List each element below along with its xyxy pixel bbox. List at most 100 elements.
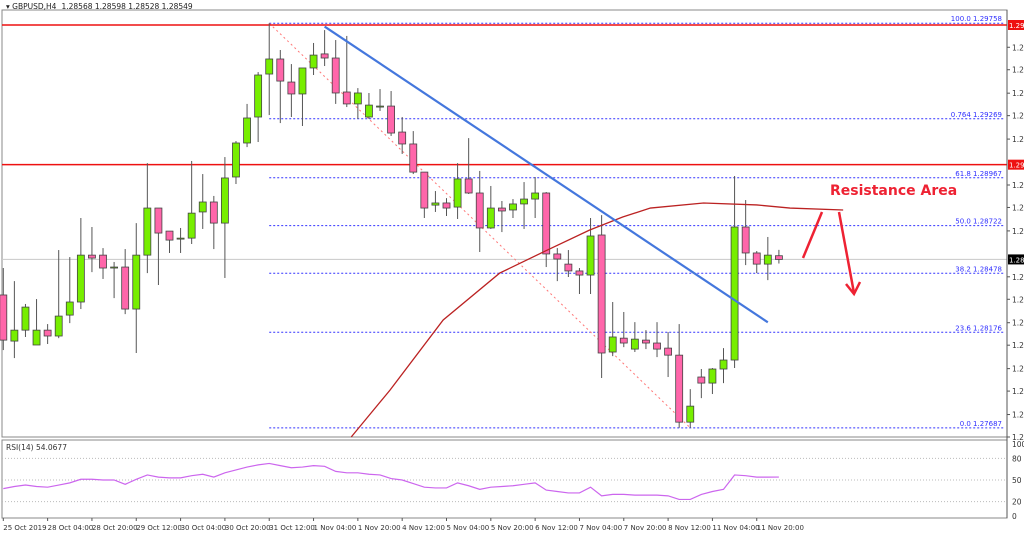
price-marker-red [1008,20,1024,30]
candle-body [686,405,695,423]
candle-body [520,198,528,205]
time-tick-label: 6 Nov 12:00 [535,524,578,532]
candle [564,250,573,278]
candle [409,131,418,175]
price-tick-label: 1.28110 [1012,341,1024,350]
price-tick-label: 1.27640 [1012,433,1024,442]
price-tick-label: 1.28815 [1012,203,1024,212]
candle [76,218,85,310]
fib-level-label: 0.764 1.29269 [951,111,1002,119]
price-tick-label: 1.28225 [1012,319,1024,328]
candle [65,257,74,324]
candle-body [531,192,540,200]
candle [775,249,783,264]
candle-body [775,255,783,260]
candle-body [542,192,551,255]
candle [143,163,152,274]
candle [198,174,207,229]
arrow-head-icon [845,281,862,297]
time-tick-label: 28 Oct 04:00 [48,524,94,532]
candle [254,72,263,143]
fib-level-label: 23.6 1.28176 [955,324,1002,332]
time-tick-label: 30 Oct 04:00 [181,524,227,532]
main-panel [1,9,1008,438]
price-tick-label: 1.29400 [1012,89,1024,98]
candle [176,227,185,253]
ohlc-values: 1.28568 1.28598 1.28528 1.28549 [61,2,192,11]
candle-body [254,74,263,118]
descending-trendline [324,25,769,324]
candle [586,218,595,295]
candle [575,268,584,295]
candle-body [697,376,706,384]
candle [630,322,639,353]
candle [320,30,329,67]
time-tick-label: 11 Nov 20:00 [757,524,804,532]
candle-body [486,207,495,229]
price-tick-label: 1.29635 [1012,43,1024,52]
candle [453,163,462,219]
candle [187,160,196,244]
candle-body [730,226,739,361]
candle-body [88,254,96,259]
candle [497,201,506,233]
candle-body [509,203,517,211]
candle-body [32,329,41,346]
candle-body [0,294,8,341]
candle [719,348,728,384]
candle-body [664,347,672,356]
rsi-panel [1,439,1008,519]
candle-body [475,192,484,229]
current-price-label: 1.28549 [1009,256,1024,264]
candle-body [453,178,462,208]
rsi-tick-label: 0 [1012,512,1017,521]
rsi-label: RSI(14) 54.0677 [6,443,67,452]
price-tick-label: 1.27990 [1012,365,1024,374]
candle [220,157,229,278]
candle-body [65,301,74,316]
candle [686,389,695,428]
candle-body [187,212,196,239]
candle-body [220,177,229,224]
candle-body [763,254,772,265]
resistance-area-annotation: Resistance Area [830,183,957,199]
candle-body [653,342,661,350]
time-tick-label: 5 Nov 04:00 [447,524,490,532]
symbol-label: GBPUSD,H4 [12,2,57,11]
candle-body [99,254,107,269]
price-tick-label: 1.27875 [1012,387,1024,396]
price-tick-label: 1.28695 [1012,227,1024,236]
candle-body [110,266,118,269]
candle [99,248,107,279]
candle-body [76,254,85,303]
candle [10,281,19,359]
price-tick-label: 1.27755 [1012,411,1024,420]
candle [542,192,551,268]
collapse-triangle-icon[interactable]: ▾ [6,2,12,11]
rsi-line [3,462,779,501]
rsi-tick-label: 100 [1012,440,1024,449]
candle-body [209,201,218,224]
candle-body [619,337,628,344]
candle [121,249,130,315]
current-price-marker [1008,254,1024,265]
candle-body [342,91,351,105]
candle-body [752,252,761,265]
time-tick-label: 11 Nov 04:00 [712,524,759,532]
candle [331,40,340,104]
candle [763,236,772,281]
candle-body [675,354,684,423]
candle-body [597,234,606,354]
time-tick-label: 28 Oct 20:00 [92,524,138,532]
candle-body [10,329,19,342]
candle-body [431,202,440,206]
candle-body [442,202,451,209]
time-tick-label: 29 Oct 12:00 [136,524,182,532]
candle-body [741,226,750,254]
candle-body [586,235,595,276]
fib-level-label: 38.2 1.28478 [955,265,1002,273]
down-arrow-line [837,211,856,294]
candle [32,299,41,346]
candle [741,200,750,266]
